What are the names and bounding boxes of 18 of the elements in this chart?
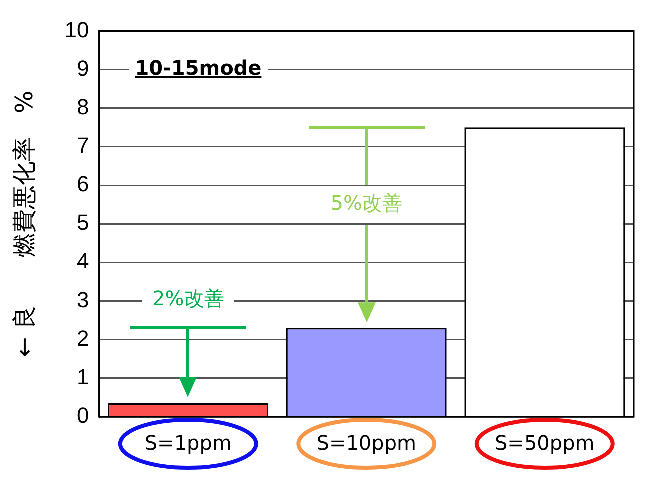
y-tick-label: 6 [77,172,90,197]
y-tick-label: 1 [77,364,90,390]
x-tick-label: S=10ppm [316,431,417,456]
annotation: 2%改善 [152,286,224,310]
y-axis-title: ← 良 燃費悪化率 % [10,90,39,358]
annotation: 10-15mode [129,53,268,84]
y-tick-label: 2 [77,326,90,351]
y-tick-label: 5 [77,210,90,236]
y-tick-label: 10 [64,17,90,42]
y-tick-label: 9 [77,56,90,81]
x-tick-label: S=50ppm [494,431,595,456]
y-tick-label: 3 [77,287,90,312]
y-tick-label: 0 [77,403,90,428]
y-tick-label: 7 [77,133,90,158]
y-tick-label: 8 [77,94,90,120]
x-tick-label: S=1ppm [144,431,232,456]
y-tick-label: 4 [77,248,90,274]
annotation: 5%改善 [330,191,403,216]
